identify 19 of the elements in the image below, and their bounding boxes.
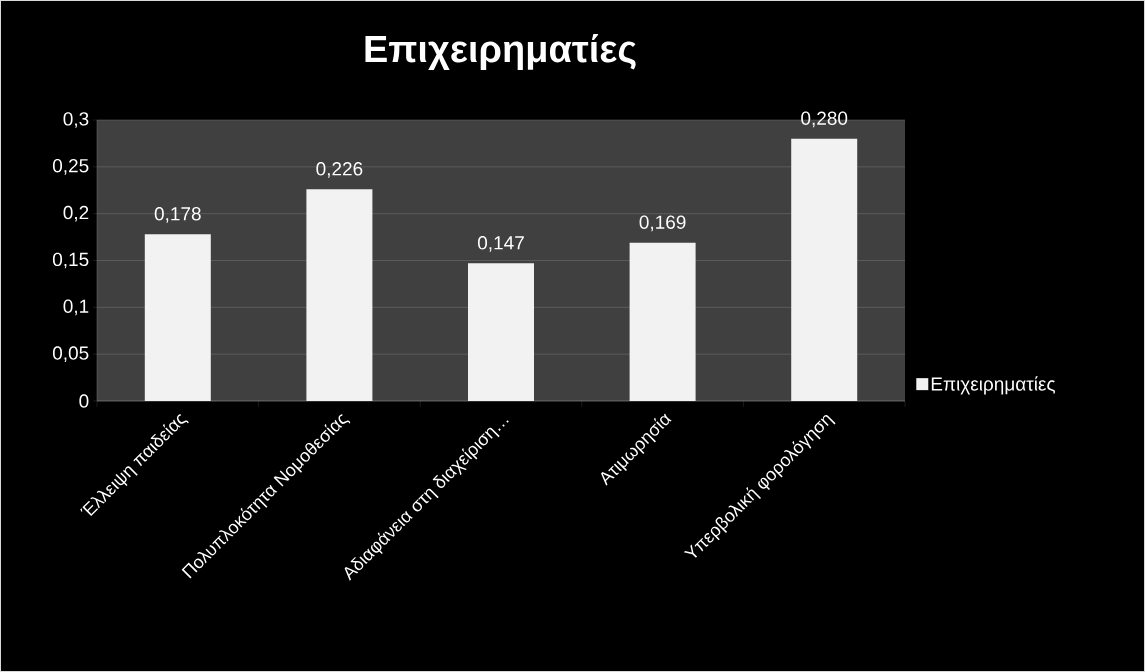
- bar: [144, 234, 211, 401]
- y-tick-label: 0,15: [52, 252, 89, 269]
- y-tick-label: 0: [79, 394, 89, 408]
- chart-title: Επιχειρηματίες: [365, 34, 636, 70]
- y-tick-label: 0,25: [52, 158, 89, 175]
- y-tick-label: 0,3: [63, 112, 89, 128]
- data-label: 0,280: [801, 111, 848, 128]
- bar: [791, 138, 858, 401]
- data-label: 0,226: [316, 162, 363, 178]
- y-tick-label: 0,1: [63, 299, 89, 316]
- y-tick-label: 0,2: [63, 205, 89, 222]
- bar: [306, 189, 373, 401]
- bar: [629, 242, 696, 401]
- bar: [468, 263, 535, 401]
- data-label: 0,169: [639, 215, 686, 232]
- y-tick-label: 0,05: [52, 346, 89, 363]
- data-label: 0,178: [154, 207, 201, 223]
- legend-label: Επιχειρηματίες: [931, 376, 1056, 395]
- data-label: 0,147: [477, 236, 524, 252]
